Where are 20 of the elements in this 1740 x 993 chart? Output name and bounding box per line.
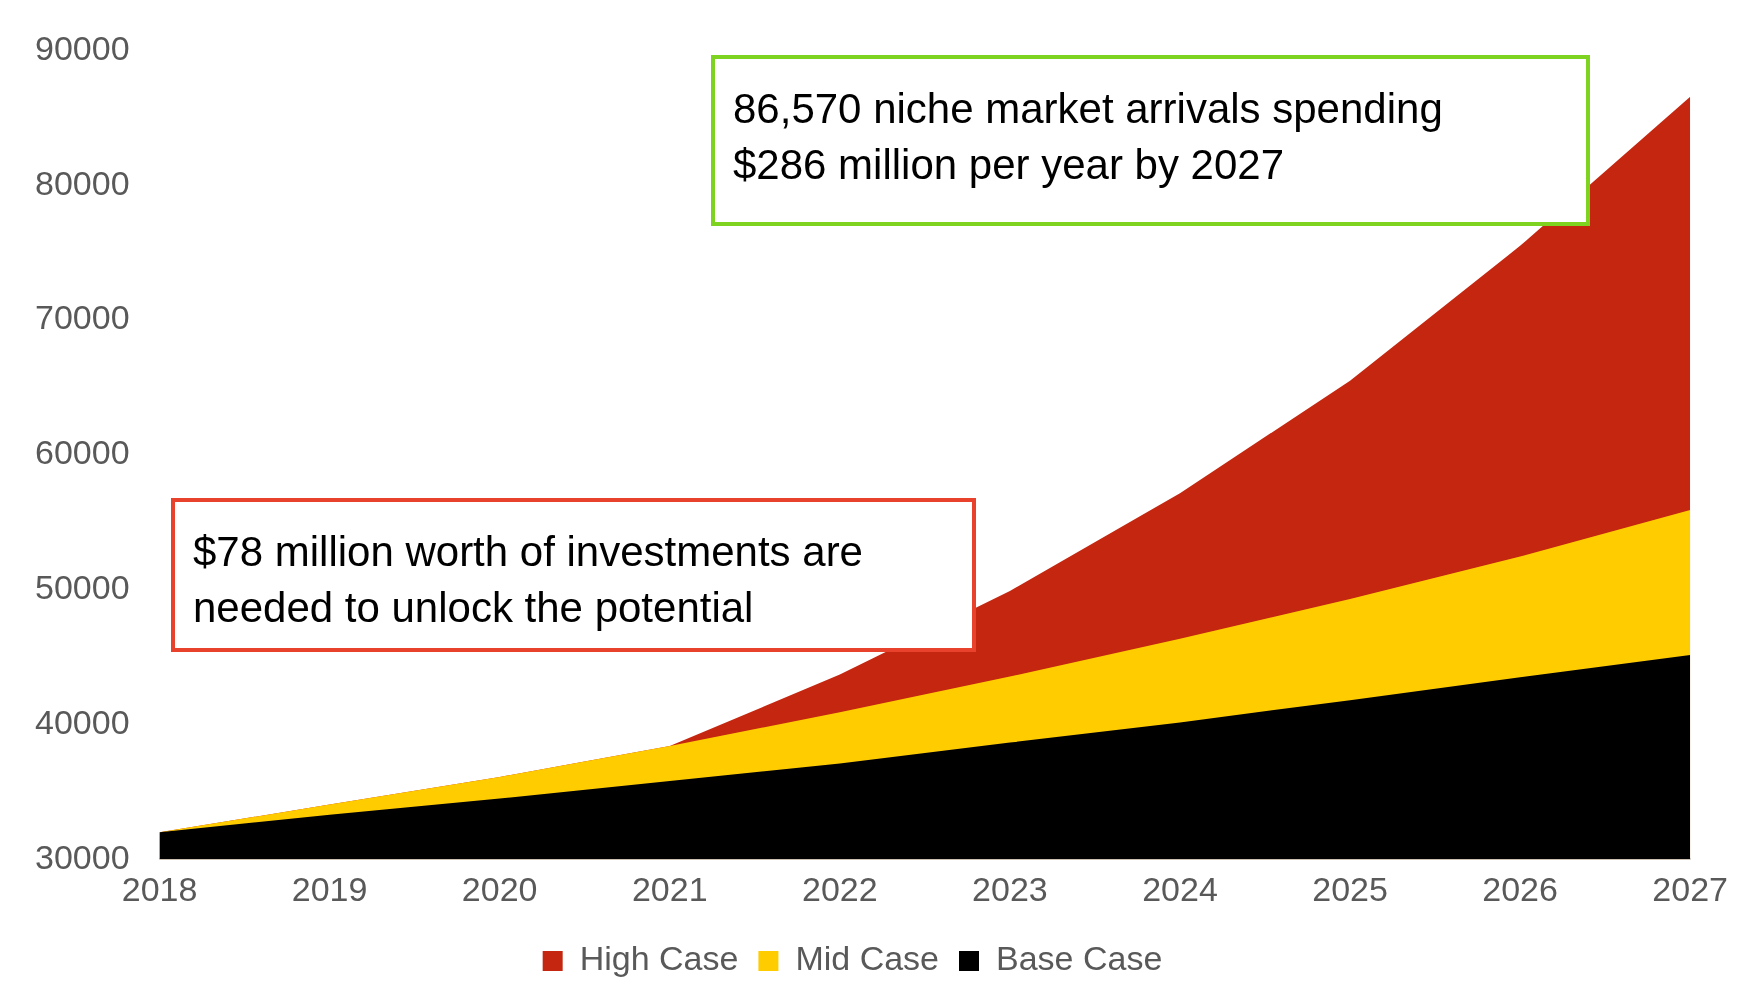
y-tick-label: 90000	[35, 28, 130, 67]
legend-label: Base Case	[996, 939, 1163, 978]
y-tick-label: 50000	[35, 567, 130, 606]
y-tick-label: 70000	[35, 298, 130, 337]
x-tick-label: 2022	[802, 869, 878, 908]
callout-box: 86,570 niche market arrivals spending $286 million per year by 2027	[711, 55, 1590, 226]
y-tick-label: 60000	[35, 433, 130, 472]
x-tick-label: 2026	[1482, 869, 1558, 908]
x-tick-label: 2021	[631, 869, 708, 908]
callout-box: $78 million worth of investments are needed to unlock the potential	[171, 498, 976, 652]
x-tick-label: 2024	[1142, 869, 1218, 908]
legend-label: High Case	[579, 939, 739, 978]
x-tick-label: 2023	[972, 869, 1048, 908]
x-tick-label: 2019	[291, 869, 368, 908]
x-tick-label: 2027	[1652, 869, 1728, 908]
x-tick-label: 2020	[461, 869, 538, 908]
x-tick-label: 2025	[1312, 869, 1388, 908]
legend-label: Mid Case	[795, 939, 940, 978]
y-tick-label: 40000	[35, 702, 130, 741]
y-tick-label: 80000	[35, 163, 130, 202]
